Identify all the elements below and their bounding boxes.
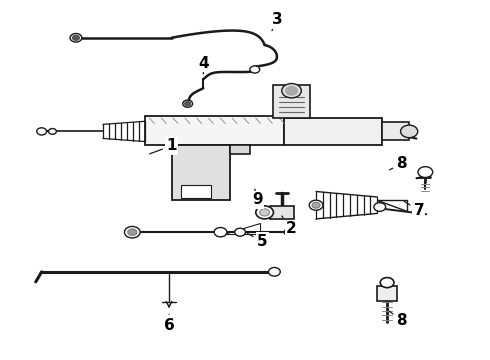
Circle shape: [183, 100, 193, 107]
Circle shape: [418, 167, 433, 177]
Circle shape: [214, 228, 227, 237]
Circle shape: [284, 229, 294, 236]
Circle shape: [37, 128, 47, 135]
Circle shape: [73, 35, 79, 40]
Circle shape: [374, 203, 386, 211]
Circle shape: [250, 66, 260, 73]
Bar: [181, 185, 211, 198]
Circle shape: [260, 209, 270, 216]
Text: 1: 1: [149, 138, 177, 154]
Text: 8: 8: [390, 156, 407, 171]
Circle shape: [383, 280, 391, 285]
Text: 6: 6: [164, 314, 174, 333]
Circle shape: [286, 230, 292, 234]
Circle shape: [312, 202, 320, 208]
Circle shape: [380, 278, 394, 288]
Circle shape: [269, 267, 280, 276]
Circle shape: [124, 226, 140, 238]
Polygon shape: [223, 223, 260, 234]
Bar: [273, 85, 310, 118]
Bar: [377, 286, 397, 301]
Circle shape: [401, 125, 417, 138]
Circle shape: [70, 33, 82, 42]
Bar: [382, 122, 409, 140]
Bar: [172, 145, 230, 200]
Circle shape: [286, 86, 297, 95]
Text: 5: 5: [247, 234, 268, 249]
Circle shape: [256, 206, 273, 219]
Circle shape: [128, 229, 137, 235]
Circle shape: [235, 228, 245, 236]
Text: 7: 7: [404, 201, 424, 218]
Text: 2: 2: [282, 216, 297, 236]
Text: 3: 3: [271, 12, 282, 31]
Bar: [270, 206, 294, 219]
Circle shape: [309, 200, 323, 210]
Bar: [284, 118, 382, 145]
Circle shape: [49, 129, 56, 134]
Text: 4: 4: [198, 55, 209, 74]
Text: 8: 8: [390, 311, 407, 328]
Bar: [230, 145, 250, 154]
Bar: [145, 116, 284, 145]
Circle shape: [282, 84, 301, 98]
Circle shape: [185, 102, 191, 106]
Polygon shape: [377, 200, 407, 211]
Text: 9: 9: [252, 189, 263, 207]
